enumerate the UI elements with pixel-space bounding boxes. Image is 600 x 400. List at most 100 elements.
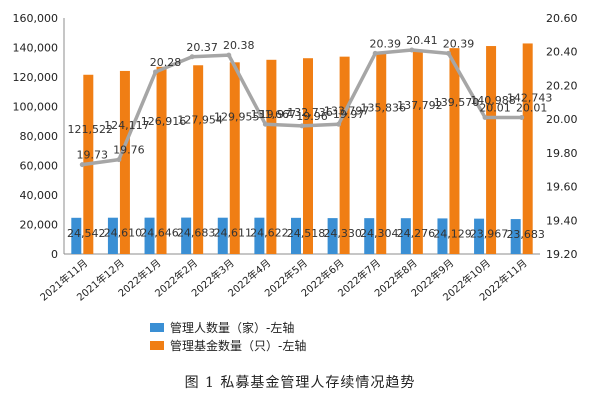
line-point — [445, 50, 451, 56]
line-point — [262, 121, 268, 127]
bar-funds — [522, 43, 533, 255]
line-point — [299, 123, 305, 129]
bar-managers — [474, 218, 485, 254]
bar-label-funds: 124,117 — [104, 119, 150, 132]
left-tick-label: 120,000 — [13, 71, 59, 84]
right-tick-label: 20.40 — [546, 46, 578, 59]
bar-managers — [510, 219, 521, 254]
bar-label-managers: 23,967 — [470, 228, 509, 241]
figure-caption: 图 1 私募基金管理人存续情况趋势 — [184, 375, 416, 391]
right-tick-label: 20.60 — [546, 12, 578, 25]
line-label: 20.39 — [369, 37, 401, 50]
bar-label-funds: 121,522 — [68, 123, 114, 136]
bar-funds — [156, 66, 167, 255]
bar-label-managers: 24,276 — [397, 227, 436, 240]
data-labels: 24,54224,61024,64624,68324,61124,62224,5… — [67, 34, 552, 241]
right-tick-label: 19.60 — [546, 181, 578, 194]
bar-label-managers: 24,610 — [104, 227, 143, 240]
bar-label-managers: 24,330 — [323, 227, 362, 240]
bar-managers — [71, 217, 82, 254]
left-tick-label: 40,000 — [20, 189, 59, 202]
bar-label-managers: 24,518 — [287, 227, 326, 240]
legend-swatch-funds — [150, 341, 164, 350]
line-point — [153, 69, 159, 75]
line-point — [116, 157, 122, 163]
bar-label-funds: 131,667 — [251, 108, 297, 121]
bar-label-funds: 137,792 — [397, 99, 443, 112]
bar-label-funds: 140,988 — [470, 94, 516, 107]
bar-label-funds: 135,836 — [360, 102, 406, 115]
line-label: 19.73 — [77, 149, 109, 162]
bar-funds — [339, 56, 350, 254]
line-label: 20.01 — [479, 101, 511, 114]
line-point — [336, 121, 342, 127]
bar-label-funds: 127,954 — [177, 113, 223, 126]
line-label: 20.28 — [150, 56, 182, 69]
line-label: 20.01 — [516, 101, 548, 114]
line-label: 20.38 — [223, 39, 255, 52]
left-tick-label: 60,000 — [20, 160, 59, 173]
bar-label-funds: 142,743 — [507, 91, 553, 104]
bar-managers — [181, 217, 192, 254]
bar-label-managers: 24,683 — [177, 227, 216, 240]
bar-funds — [449, 48, 460, 255]
bar-funds — [303, 58, 313, 254]
bar-label-managers: 24,129 — [433, 227, 472, 240]
bar-label-funds: 139,570 — [434, 96, 480, 109]
right-tick-label: 20.20 — [546, 79, 578, 92]
line-point — [519, 114, 525, 120]
line-label: 20.41 — [406, 34, 438, 47]
line-point — [482, 114, 488, 120]
bar-managers — [107, 217, 118, 254]
legend-label-managers: 管理人数量（家）-左轴 — [170, 320, 294, 335]
bar-label-managers: 23,683 — [506, 228, 545, 241]
line-label: 19.97 — [260, 108, 292, 121]
line-point — [79, 162, 85, 168]
left-tick-label: 140,000 — [13, 42, 59, 55]
left-tick-label: 80,000 — [20, 130, 59, 143]
left-tick-label: 100,000 — [13, 101, 59, 114]
legend-swatch-managers — [150, 323, 164, 332]
bar-managers — [437, 218, 448, 254]
bar-label-managers: 24,646 — [140, 227, 179, 240]
line-series — [79, 47, 525, 168]
line-label: 20.39 — [443, 37, 475, 50]
bar-funds — [376, 53, 387, 254]
right-tick-label: 19.20 — [546, 248, 578, 261]
bar-label-funds: 132,736 — [287, 106, 333, 119]
bar-managers — [327, 218, 338, 254]
bar-funds — [229, 62, 240, 254]
right-tick-label: 20.00 — [546, 113, 578, 126]
bar-funds — [412, 50, 423, 254]
line-label: 19.97 — [333, 108, 365, 121]
bar-managers — [217, 217, 228, 254]
line-label: 19.76 — [113, 144, 145, 157]
right-tick-label: 19.40 — [546, 214, 578, 227]
bar-label-funds: 129,955 — [214, 110, 260, 123]
line-point — [372, 50, 378, 56]
line-point — [189, 54, 195, 60]
bar-label-managers: 24,304 — [360, 227, 399, 240]
bar-managers — [144, 217, 155, 254]
bar-label-funds: 133,797 — [324, 105, 370, 118]
bar-label-funds: 126,916 — [141, 115, 187, 128]
right-tick-label: 19.80 — [546, 147, 578, 160]
bar-funds — [193, 65, 204, 254]
bar-label-managers: 24,611 — [214, 227, 253, 240]
bar-label-managers: 24,622 — [250, 227, 289, 240]
bar-funds — [266, 59, 277, 255]
left-tick-label: 0 — [51, 248, 58, 261]
line-point — [409, 47, 415, 53]
bar-funds — [486, 46, 497, 255]
bar-managers — [291, 217, 301, 254]
bar-managers — [364, 218, 375, 254]
line-label: 20.37 — [186, 41, 218, 54]
line-label: 19.96 — [296, 110, 328, 123]
legend-label-funds: 管理基金数量（只）-左轴 — [170, 338, 306, 353]
bar-managers — [254, 217, 265, 254]
line-point — [226, 52, 232, 58]
left-tick-label: 160,000 — [13, 12, 59, 25]
bar-managers — [400, 218, 411, 254]
